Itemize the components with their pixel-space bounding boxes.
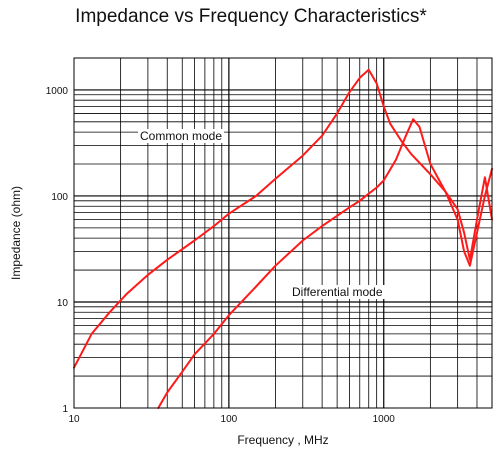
y-tick-label: 100	[51, 192, 68, 203]
annotation-differential-mode: Differential mode	[292, 285, 383, 299]
x-tick-label: 100	[221, 414, 238, 425]
annotations: Common mode Differential mode	[138, 129, 385, 299]
y-tick-label: 10	[57, 298, 69, 309]
x-tick-label: 1000	[373, 414, 396, 425]
y-tick-label: 1000	[46, 86, 69, 97]
x-tick-label: 10	[68, 414, 80, 425]
chart-title: Impedance vs Frequency Characteristics*	[75, 6, 427, 27]
series-line-common-mode	[73, 68, 493, 369]
annotation-background	[138, 129, 225, 143]
y-tick-label: 1	[62, 404, 68, 415]
plot-frame	[73, 57, 493, 409]
y-axis-label: Impedance (ohm)	[9, 186, 23, 280]
series-line-differential-mode	[157, 118, 493, 409]
grid	[74, 58, 492, 408]
annotation-background	[290, 285, 385, 299]
annotation-common-mode: Common mode	[140, 129, 222, 143]
series-lines	[73, 68, 493, 409]
x-axis-label: Frequency , MHz	[237, 433, 328, 447]
